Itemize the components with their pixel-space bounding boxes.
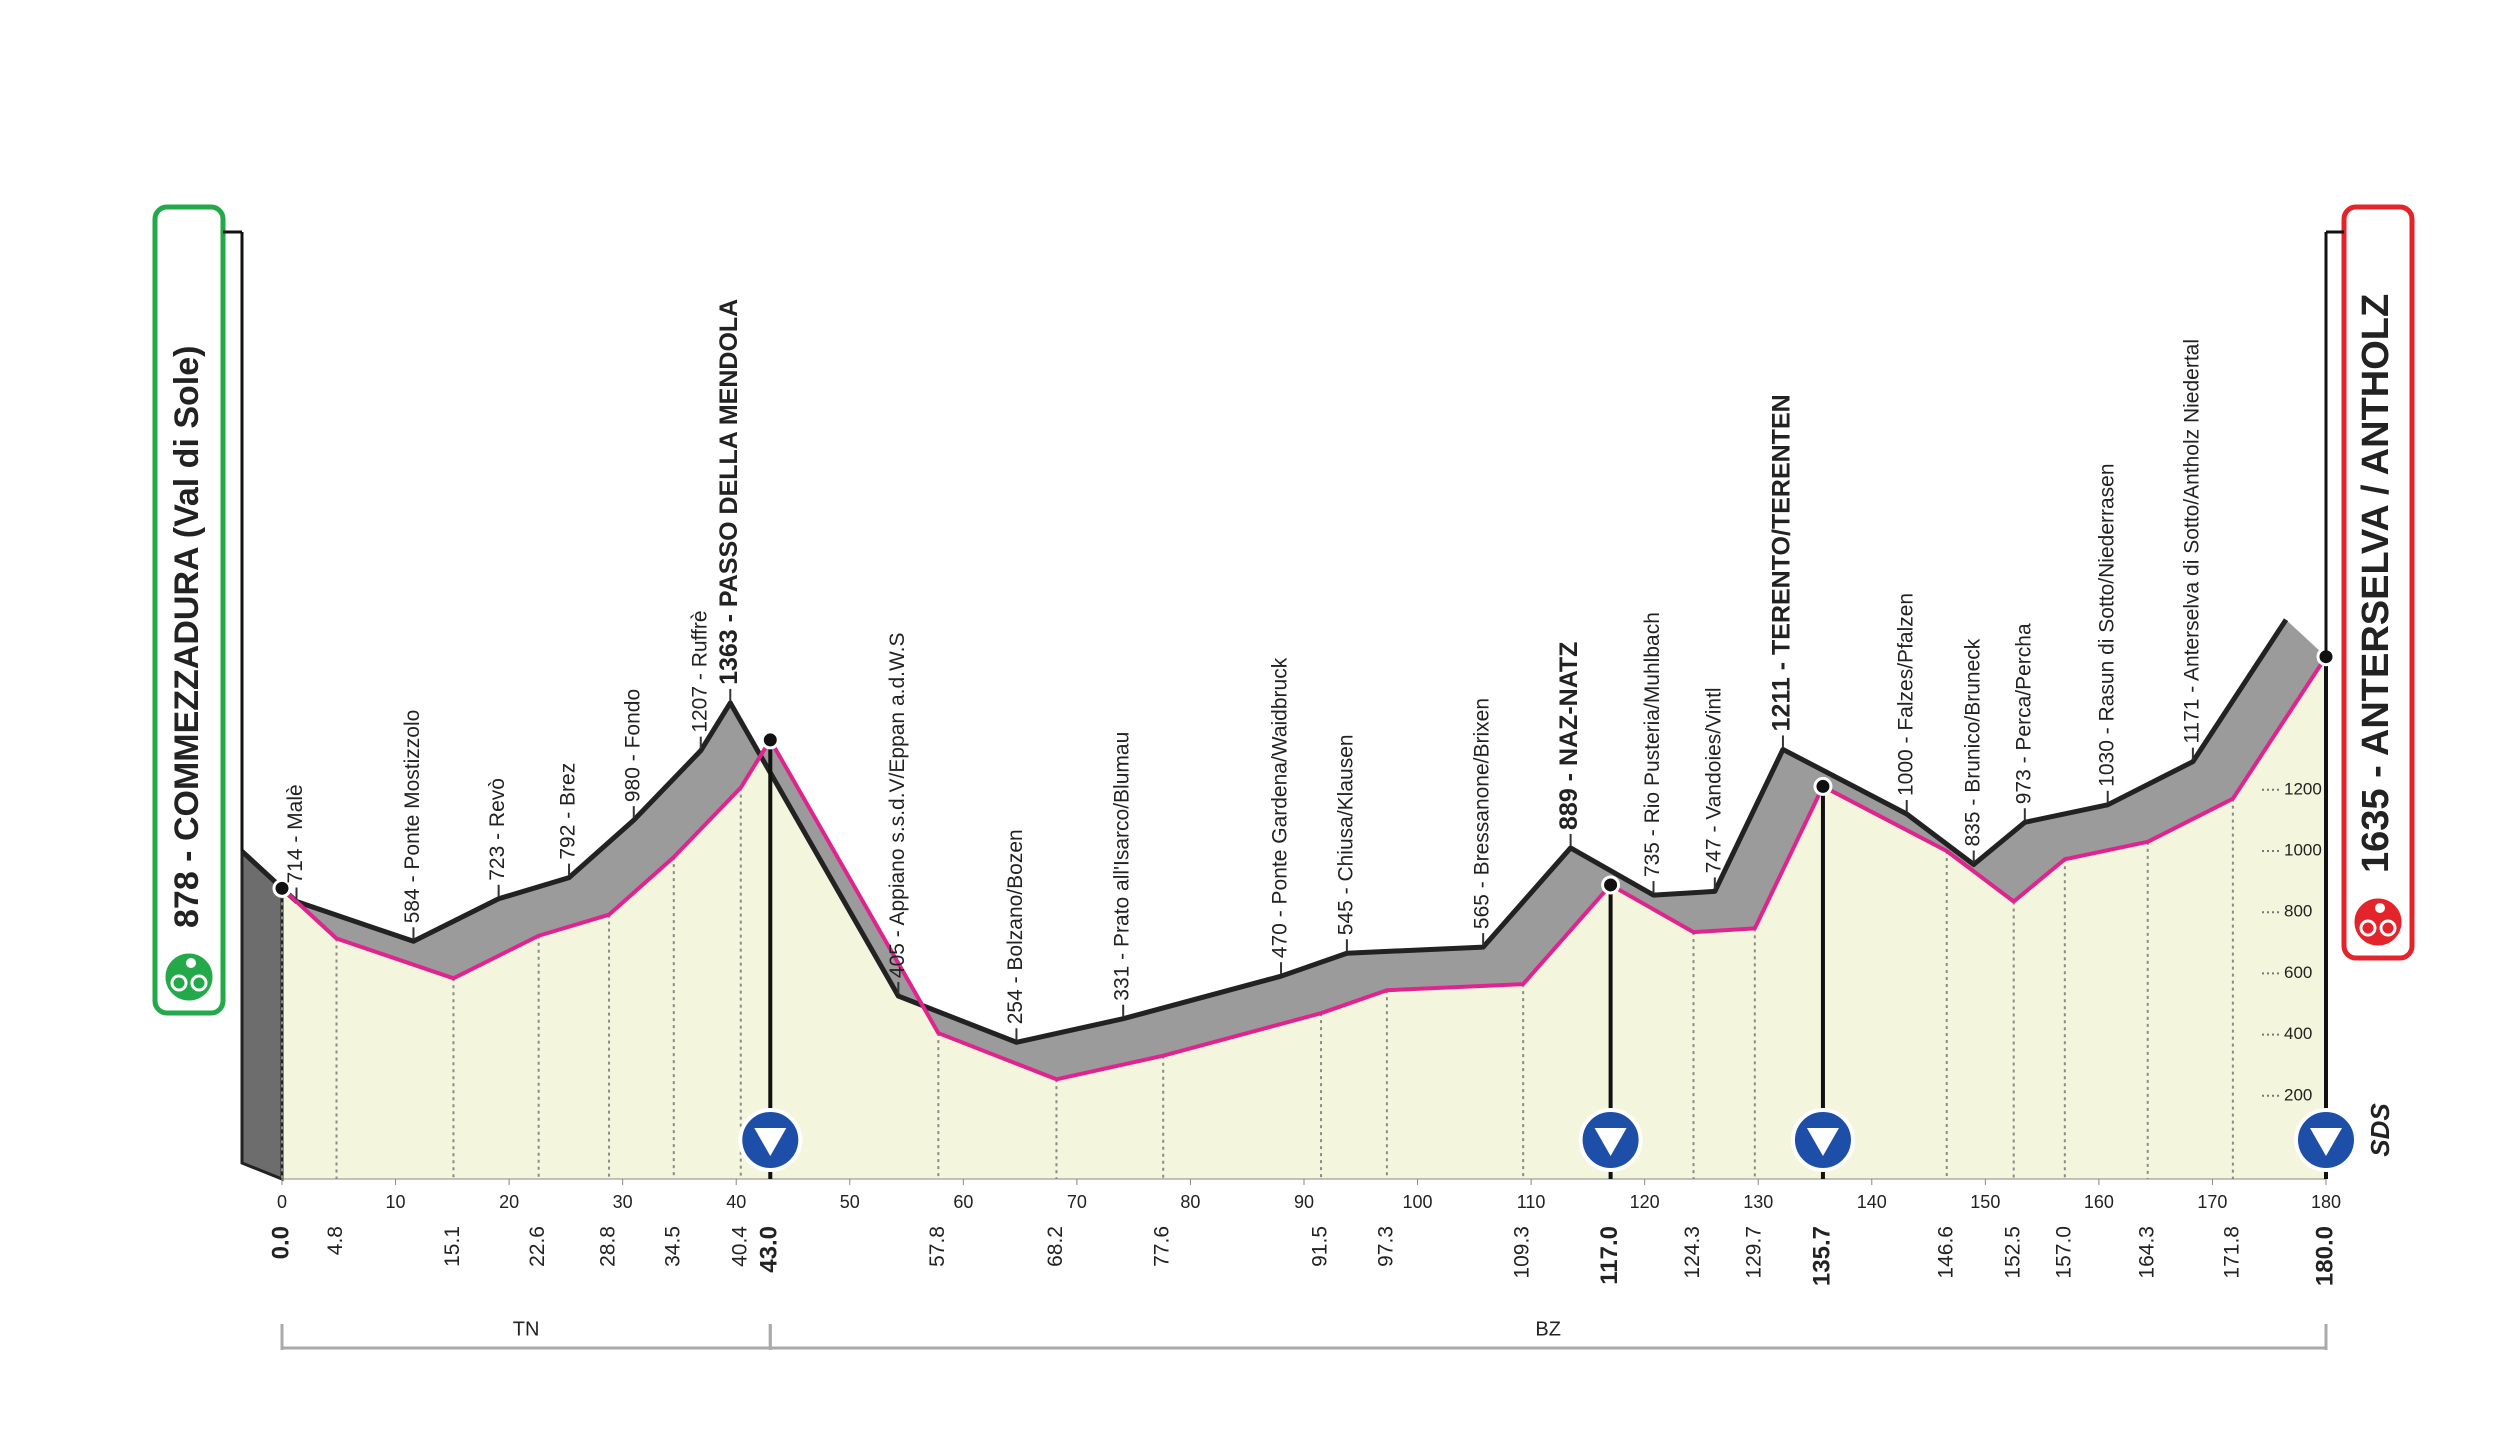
x-tick-label: 130 bbox=[1743, 1192, 1773, 1212]
km-label: 77.6 bbox=[1151, 1226, 1174, 1267]
x-tick-label: 100 bbox=[1403, 1192, 1433, 1212]
km-label: 40.4 bbox=[728, 1226, 751, 1267]
x-tick-label: 160 bbox=[2084, 1192, 2114, 1212]
km-label: 91.5 bbox=[1309, 1226, 1332, 1267]
km-label: 4.8 bbox=[324, 1226, 347, 1255]
x-tick-label: 50 bbox=[840, 1192, 860, 1212]
endpoint-label: 878 - COMMEZZADURA (Val di Sole) bbox=[168, 346, 206, 928]
km-label: 0.0 bbox=[267, 1226, 294, 1259]
y-tick-label: 600 bbox=[2284, 963, 2312, 982]
profile-line bbox=[280, 655, 2328, 1082]
km-label: 164.3 bbox=[2135, 1226, 2158, 1279]
km-label: 22.6 bbox=[526, 1226, 549, 1267]
x-tick-label: 10 bbox=[386, 1192, 406, 1212]
profile-back-line bbox=[240, 618, 2289, 1045]
climb-arrow bbox=[1594, 1128, 1627, 1156]
x-tick-label: 120 bbox=[1630, 1192, 1660, 1212]
km-label: 57.8 bbox=[926, 1226, 949, 1267]
waypoint-dot bbox=[1601, 875, 1621, 895]
x-tick-label: 80 bbox=[1180, 1192, 1200, 1212]
x-tick-label: 70 bbox=[1067, 1192, 1087, 1212]
waypoint-label: 470 - Ponte Gardena/Waidbruck bbox=[1269, 657, 1292, 958]
km-label: 152.5 bbox=[2001, 1226, 2024, 1279]
km-label: 68.2 bbox=[1044, 1226, 1067, 1267]
endpoint-label: 1635 - ANTERSELVA / ANTHOLZ bbox=[2355, 294, 2397, 873]
x-tick-label: 40 bbox=[726, 1192, 746, 1212]
waypoint-label: 254 - Bolzano/Bozen bbox=[1004, 829, 1027, 1024]
endpoint-box bbox=[152, 204, 226, 1016]
x-tick-label: 150 bbox=[1970, 1192, 2000, 1212]
y-tick-label: 200 bbox=[2284, 1085, 2312, 1104]
waypoint-label: 714 - Malè bbox=[284, 784, 307, 883]
km-label: 43.0 bbox=[756, 1226, 783, 1273]
x-tick-label: 90 bbox=[1294, 1192, 1314, 1212]
region-label: BZ bbox=[1535, 1318, 1561, 1340]
climb-arrow bbox=[2310, 1128, 2342, 1156]
waypoint-label: 545 - Chiusa/Klausen bbox=[1334, 734, 1357, 935]
km-label: 157.0 bbox=[2052, 1226, 2075, 1279]
km-label: 180.0 bbox=[2311, 1226, 2338, 1286]
km-label: 117.0 bbox=[1596, 1226, 1623, 1285]
y-tick-label: 400 bbox=[2284, 1024, 2312, 1043]
icon-wheel bbox=[2359, 919, 2377, 937]
icon-rider bbox=[2375, 903, 2385, 913]
waypoint-label: 835 - Brunico/Bruneck bbox=[1961, 638, 1984, 846]
waypoint-label: 792 - Brez bbox=[557, 763, 580, 860]
x-tick-label: 60 bbox=[953, 1192, 973, 1212]
icon-rider bbox=[186, 958, 196, 968]
profile-side bbox=[240, 847, 284, 1182]
km-label: 97.3 bbox=[1374, 1226, 1397, 1267]
y-tick-label: 1200 bbox=[2284, 779, 2322, 798]
icon-wheel bbox=[2379, 919, 2397, 937]
km-label: 171.8 bbox=[2220, 1226, 2243, 1279]
y-tick-label: 1000 bbox=[2284, 840, 2322, 859]
climb-arrow bbox=[754, 1128, 787, 1156]
waypoint-label: 405 - Appiano s.s.d.V/Eppan a.d.W.S bbox=[886, 633, 909, 979]
x-tick-label: 110 bbox=[1517, 1192, 1546, 1212]
waypoint-label: 1363 - PASSO DELLA MENDOLA bbox=[715, 299, 743, 685]
km-label: 129.7 bbox=[1742, 1226, 1765, 1279]
climb-arrow bbox=[1806, 1128, 1839, 1156]
x-tick-label: 180 bbox=[2311, 1192, 2341, 1212]
waypoint-label: 735 - Rio Pusteria/Muhlbach bbox=[1641, 612, 1664, 877]
km-label: 124.3 bbox=[1681, 1226, 1704, 1279]
x-tick-label: 140 bbox=[1857, 1192, 1887, 1212]
waypoint-label: 1211 - TERENTO/TERENTEN bbox=[1768, 394, 1796, 731]
y-tick-label: 800 bbox=[2284, 902, 2312, 921]
x-tick-label: 20 bbox=[499, 1192, 519, 1212]
icon-wheel bbox=[190, 974, 208, 992]
waypoint-label: 584 - Ponte Mostizzolo bbox=[401, 710, 424, 924]
waypoint-dot bbox=[760, 730, 780, 750]
waypoint-label: 1171 - Anterselva di Sotto/Antholz Niede… bbox=[2180, 339, 2203, 744]
x-tick-label: 30 bbox=[613, 1192, 633, 1212]
endpoint-box bbox=[2341, 204, 2415, 961]
waypoint-label: 1030 - Rasun di Sotto/Niederrasen bbox=[2095, 463, 2118, 786]
waypoint-label: 331 - Prato all'Isarco/Blumau bbox=[1111, 732, 1134, 1001]
km-label: 109.3 bbox=[1511, 1226, 1534, 1279]
km-label: 28.8 bbox=[597, 1226, 620, 1267]
waypoint-dot bbox=[272, 878, 292, 898]
waypoint-label: 723 - Revò bbox=[486, 778, 509, 881]
waypoint-label: 980 - Fondo bbox=[621, 689, 644, 802]
km-label: 146.6 bbox=[1934, 1226, 1957, 1279]
icon-wheel bbox=[170, 974, 188, 992]
waypoint-label: 565 - Bressanone/Brixen bbox=[1471, 698, 1494, 929]
waypoint-label: 973 - Perca/Percha bbox=[2012, 623, 2035, 804]
x-tick-label: 170 bbox=[2197, 1192, 2227, 1212]
profile-band bbox=[242, 619, 2326, 1080]
waypoint-label: 1000 - Falzes/Pfalzen bbox=[1894, 593, 1917, 796]
waypoint-label: 747 - Vandoies/Vintl bbox=[1702, 687, 1725, 873]
km-label: 15.1 bbox=[441, 1226, 464, 1267]
km-label: 135.7 bbox=[1808, 1226, 1835, 1286]
waypoint-label: 889 - NAZ-NATZ bbox=[1555, 642, 1583, 830]
waypoint-label: 1207 - Ruffrè bbox=[688, 610, 711, 732]
logo: SDS bbox=[2365, 1103, 2395, 1157]
region-label: TN bbox=[513, 1318, 540, 1340]
km-label: 34.5 bbox=[661, 1226, 684, 1267]
waypoint-dot bbox=[1813, 776, 1833, 796]
x-tick-label: 0 bbox=[277, 1192, 287, 1212]
